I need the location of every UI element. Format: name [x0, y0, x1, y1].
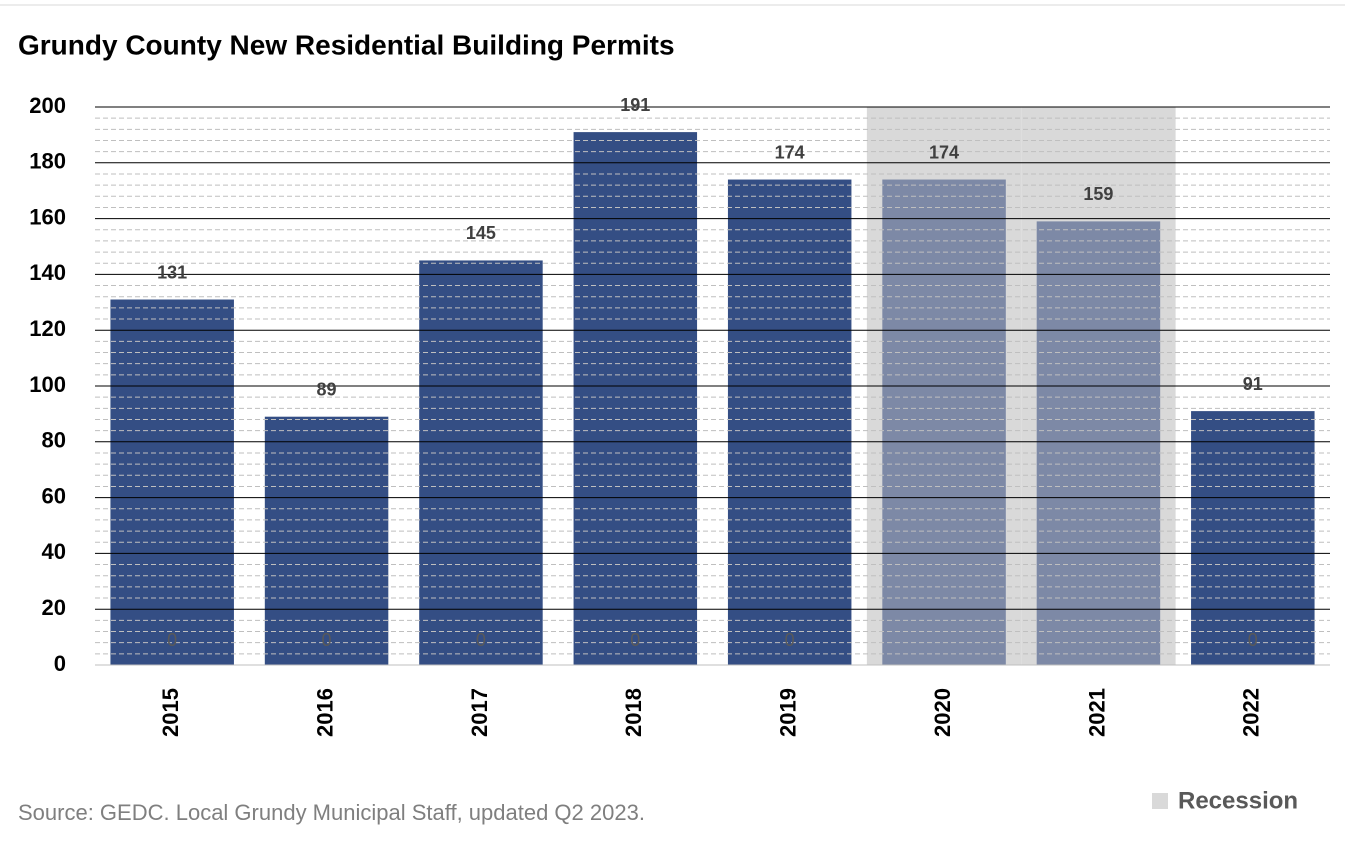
- x-tick-label: 2016: [312, 688, 337, 737]
- y-tick-label: 20: [42, 595, 66, 620]
- bar: [264, 416, 389, 665]
- y-tick-label: 100: [29, 372, 66, 397]
- zero-label: 0: [630, 630, 640, 650]
- x-tick-label: 2015: [158, 688, 183, 737]
- bar: [573, 132, 698, 666]
- bar: [727, 179, 852, 666]
- value-label: 131: [157, 262, 187, 282]
- legend-swatch: [1152, 793, 1168, 809]
- y-tick-label: 60: [42, 483, 66, 508]
- y-tick-label: 80: [42, 428, 66, 453]
- bar: [110, 299, 234, 665]
- bar: [1036, 221, 1161, 665]
- value-label: 89: [317, 379, 337, 399]
- zero-label: 0: [167, 630, 177, 650]
- y-tick-label: 160: [29, 204, 66, 229]
- bar: [419, 260, 543, 665]
- x-tick-label: 2020: [930, 688, 955, 737]
- x-tick-label: 2019: [776, 688, 801, 737]
- x-tick-label: 2018: [621, 688, 646, 737]
- x-tick-label: 2021: [1084, 688, 1109, 737]
- y-tick-label: 0: [54, 651, 66, 676]
- zero-label: 0: [1248, 630, 1258, 650]
- x-tick-label: 2017: [467, 688, 492, 737]
- zero-label: 0: [785, 630, 795, 650]
- value-label: 159: [1083, 184, 1113, 204]
- y-tick-label: 120: [29, 316, 66, 341]
- chart-title: Grundy County New Residential Building P…: [18, 29, 675, 60]
- source-note: Source: GEDC. Local Grundy Municipal Sta…: [18, 800, 645, 825]
- value-label: 145: [466, 223, 496, 243]
- legend-label: Recession: [1178, 787, 1298, 814]
- bar: [882, 179, 1006, 666]
- x-tick-label: 2022: [1239, 688, 1264, 737]
- zero-label: 0: [322, 630, 332, 650]
- y-tick-label: 140: [29, 260, 66, 285]
- value-label: 174: [775, 142, 805, 162]
- y-tick-label: 200: [29, 93, 66, 118]
- value-label: 191: [620, 95, 650, 115]
- bar: [1191, 411, 1315, 665]
- value-label: 174: [929, 142, 959, 162]
- y-tick-label: 40: [42, 539, 66, 564]
- value-label: 91: [1243, 374, 1263, 394]
- y-tick-label: 180: [29, 149, 66, 174]
- zero-label: 0: [476, 630, 486, 650]
